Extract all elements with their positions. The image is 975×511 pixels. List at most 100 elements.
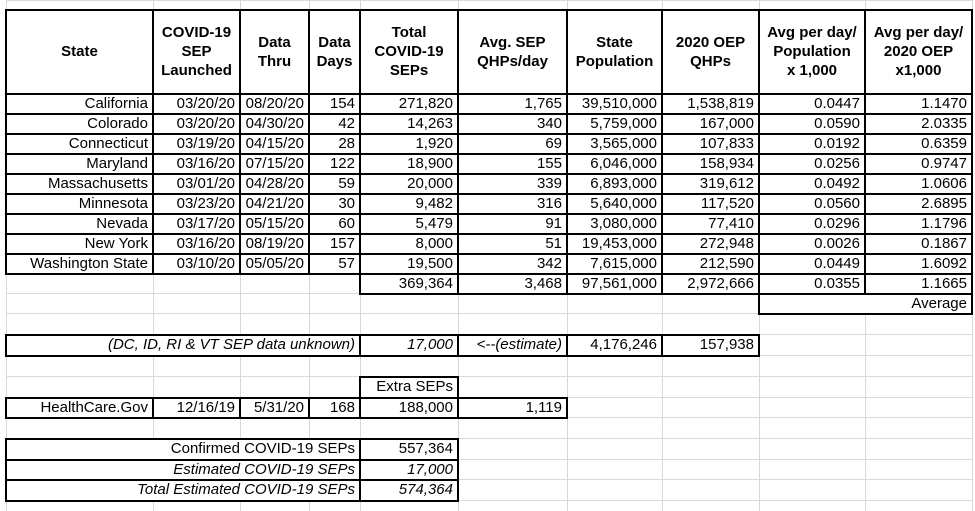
avg-qhps-cell[interactable]: 69 xyxy=(457,132,568,155)
state-name-cell[interactable]: Washington State xyxy=(5,252,154,275)
data-days-cell[interactable]: 154 xyxy=(308,92,361,115)
healthcare-launched-cell[interactable]: 12/16/19 xyxy=(152,396,241,419)
data-thru-cell[interactable]: 08/19/20 xyxy=(239,232,310,255)
avg-per-pop-cell[interactable]: 0.0026 xyxy=(758,232,866,255)
totals-oep-cell[interactable]: 2,972,666 xyxy=(661,272,760,295)
data-days-cell[interactable]: 59 xyxy=(308,172,361,195)
data-days-cell[interactable]: 122 xyxy=(308,152,361,175)
col-header-population[interactable]: State Population xyxy=(566,8,663,95)
population-cell[interactable]: 3,565,000 xyxy=(566,132,663,155)
data-days-cell[interactable]: 30 xyxy=(308,192,361,215)
confirmed-label-cell[interactable]: Confirmed COVID-19 SEPs xyxy=(5,437,361,461)
average-label-cell[interactable]: Average xyxy=(758,292,973,315)
state-name-cell[interactable]: California xyxy=(5,92,154,115)
healthcare-days-cell[interactable]: 168 xyxy=(308,396,361,419)
avg-qhps-cell[interactable]: 91 xyxy=(457,212,568,235)
avg-per-oep-cell[interactable]: 1.1796 xyxy=(864,212,973,235)
total-seps-cell[interactable]: 5,479 xyxy=(359,212,459,235)
healthcare-avg-cell[interactable]: 1,119 xyxy=(457,396,568,419)
oep-qhps-cell[interactable]: 77,410 xyxy=(661,212,760,235)
data-thru-cell[interactable]: 08/20/20 xyxy=(239,92,310,115)
totals-avg-per-oep-cell[interactable]: 1.1665 xyxy=(864,272,973,295)
avg-per-pop-cell[interactable]: 0.0447 xyxy=(758,92,866,115)
total-seps-cell[interactable]: 20,000 xyxy=(359,172,459,195)
extra-seps-header-cell[interactable]: Extra SEPs xyxy=(359,375,459,399)
population-cell[interactable]: 6,893,000 xyxy=(566,172,663,195)
total-estimated-value-cell[interactable]: 574,364 xyxy=(359,478,459,502)
data-thru-cell[interactable]: 07/15/20 xyxy=(239,152,310,175)
avg-per-oep-cell[interactable]: 1.1470 xyxy=(864,92,973,115)
data-thru-cell[interactable]: 04/30/20 xyxy=(239,112,310,135)
avg-per-oep-cell[interactable]: 0.1867 xyxy=(864,232,973,255)
population-cell[interactable]: 6,046,000 xyxy=(566,152,663,175)
data-days-cell[interactable]: 60 xyxy=(308,212,361,235)
avg-per-pop-cell[interactable]: 0.0256 xyxy=(758,152,866,175)
avg-per-pop-cell[interactable]: 0.0492 xyxy=(758,172,866,195)
sep-launched-cell[interactable]: 03/23/20 xyxy=(152,192,241,215)
totals-population-cell[interactable]: 97,561,000 xyxy=(566,272,663,295)
total-seps-cell[interactable]: 8,000 xyxy=(359,232,459,255)
sep-launched-cell[interactable]: 03/01/20 xyxy=(152,172,241,195)
data-thru-cell[interactable]: 04/21/20 xyxy=(239,192,310,215)
state-name-cell[interactable]: Minnesota xyxy=(5,192,154,215)
avg-qhps-cell[interactable]: 340 xyxy=(457,112,568,135)
data-thru-cell[interactable]: 04/28/20 xyxy=(239,172,310,195)
population-cell[interactable]: 5,640,000 xyxy=(566,192,663,215)
avg-per-oep-cell[interactable]: 1.0606 xyxy=(864,172,973,195)
total-seps-cell[interactable]: 18,900 xyxy=(359,152,459,175)
population-cell[interactable]: 19,453,000 xyxy=(566,232,663,255)
oep-qhps-cell[interactable]: 158,934 xyxy=(661,152,760,175)
avg-qhps-cell[interactable]: 1,765 xyxy=(457,92,568,115)
avg-per-oep-cell[interactable]: 2.6895 xyxy=(864,192,973,215)
data-thru-cell[interactable]: 05/05/20 xyxy=(239,252,310,275)
data-days-cell[interactable]: 42 xyxy=(308,112,361,135)
estimated-label-cell[interactable]: Estimated COVID-19 SEPs xyxy=(5,458,361,481)
oep-qhps-cell[interactable]: 167,000 xyxy=(661,112,760,135)
sep-launched-cell[interactable]: 03/10/20 xyxy=(152,252,241,275)
totals-avg-per-pop-cell[interactable]: 0.0355 xyxy=(758,272,866,295)
col-header-total-seps[interactable]: Total COVID-19 SEPs xyxy=(359,8,459,95)
oep-qhps-cell[interactable]: 1,538,819 xyxy=(661,92,760,115)
estimate-note-cell[interactable]: <--(estimate) xyxy=(457,333,568,357)
avg-qhps-cell[interactable]: 339 xyxy=(457,172,568,195)
sep-launched-cell[interactable]: 03/17/20 xyxy=(152,212,241,235)
population-cell[interactable]: 7,615,000 xyxy=(566,252,663,275)
total-estimated-label-cell[interactable]: Total Estimated COVID-19 SEPs xyxy=(5,478,361,502)
oep-qhps-cell[interactable]: 319,612 xyxy=(661,172,760,195)
confirmed-value-cell[interactable]: 557,364 xyxy=(359,437,459,461)
avg-per-pop-cell[interactable]: 0.0296 xyxy=(758,212,866,235)
avg-per-oep-cell[interactable]: 1.6092 xyxy=(864,252,973,275)
avg-per-pop-cell[interactable]: 0.0449 xyxy=(758,252,866,275)
oep-qhps-cell[interactable]: 212,590 xyxy=(661,252,760,275)
oep-qhps-cell[interactable]: 117,520 xyxy=(661,192,760,215)
oep-qhps-cell[interactable]: 107,833 xyxy=(661,132,760,155)
unknown-population-cell[interactable]: 4,176,246 xyxy=(566,333,663,357)
avg-per-pop-cell[interactable]: 0.0590 xyxy=(758,112,866,135)
unknown-oep-cell[interactable]: 157,938 xyxy=(661,333,760,357)
state-name-cell[interactable]: New York xyxy=(5,232,154,255)
healthcare-thru-cell[interactable]: 5/31/20 xyxy=(239,396,310,419)
col-header-avg-per-oep[interactable]: Avg per day/ 2020 OEP x1,000 xyxy=(864,8,973,95)
data-days-cell[interactable]: 57 xyxy=(308,252,361,275)
state-name-cell[interactable]: Maryland xyxy=(5,152,154,175)
data-days-cell[interactable]: 157 xyxy=(308,232,361,255)
total-seps-cell[interactable]: 9,482 xyxy=(359,192,459,215)
total-seps-cell[interactable]: 19,500 xyxy=(359,252,459,275)
unknown-states-label-cell[interactable]: (DC, ID, RI & VT SEP data unknown) xyxy=(5,333,361,357)
sep-launched-cell[interactable]: 03/16/20 xyxy=(152,232,241,255)
state-name-cell[interactable]: Connecticut xyxy=(5,132,154,155)
data-thru-cell[interactable]: 05/15/20 xyxy=(239,212,310,235)
col-header-avg-qhps[interactable]: Avg. SEP QHPs/day xyxy=(457,8,568,95)
population-cell[interactable]: 39,510,000 xyxy=(566,92,663,115)
col-header-state[interactable]: State xyxy=(5,8,154,95)
avg-per-oep-cell[interactable]: 2.0335 xyxy=(864,112,973,135)
sep-launched-cell[interactable]: 03/20/20 xyxy=(152,92,241,115)
data-days-cell[interactable]: 28 xyxy=(308,132,361,155)
state-name-cell[interactable]: Massachusetts xyxy=(5,172,154,195)
healthcare-total-cell[interactable]: 188,000 xyxy=(359,396,459,419)
avg-per-oep-cell[interactable]: 0.6359 xyxy=(864,132,973,155)
estimated-value-cell[interactable]: 17,000 xyxy=(359,458,459,481)
healthcare-name-cell[interactable]: HealthCare.Gov xyxy=(5,396,154,419)
totals-avg-cell[interactable]: 3,468 xyxy=(457,272,568,295)
population-cell[interactable]: 3,080,000 xyxy=(566,212,663,235)
